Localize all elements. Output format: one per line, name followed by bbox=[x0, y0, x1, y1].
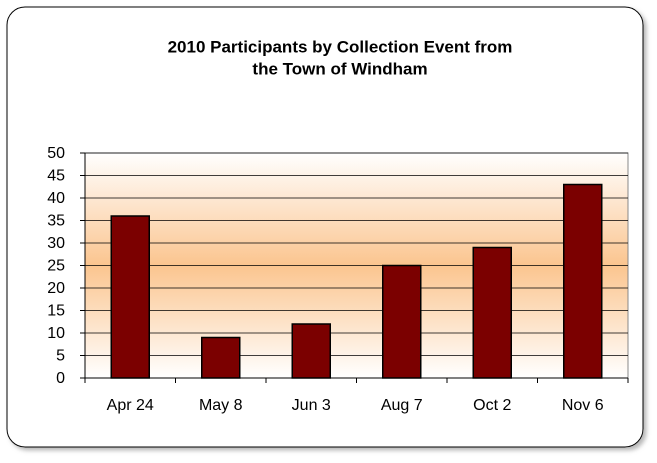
y-tick-label: 30 bbox=[47, 235, 65, 252]
x-tick-label: Apr 24 bbox=[107, 397, 154, 414]
bar bbox=[563, 183, 603, 379]
bar bbox=[291, 323, 331, 379]
x-tick-label: Oct 2 bbox=[473, 397, 511, 414]
y-tick-label: 5 bbox=[56, 348, 65, 365]
y-tick-label: 35 bbox=[47, 213, 65, 230]
y-tick-label: 25 bbox=[47, 258, 65, 275]
x-tick-label: Nov 6 bbox=[562, 397, 604, 414]
bar bbox=[382, 264, 422, 379]
x-tick-label: Aug 7 bbox=[381, 397, 423, 414]
y-tick-label: 0 bbox=[56, 370, 65, 387]
bar bbox=[201, 336, 241, 379]
bar bbox=[472, 246, 512, 379]
y-tick-label: 15 bbox=[47, 303, 65, 320]
y-tick-label: 50 bbox=[47, 145, 65, 162]
chart-title: 2010 Participants by Collection Event fr… bbox=[168, 37, 513, 56]
y-tick-label: 40 bbox=[47, 190, 65, 207]
y-tick-label: 45 bbox=[47, 168, 65, 185]
x-tick-label: Jun 3 bbox=[292, 397, 331, 414]
bar bbox=[110, 215, 150, 379]
y-tick-label: 10 bbox=[47, 325, 65, 342]
x-tick-label: May 8 bbox=[199, 397, 243, 414]
y-tick-label: 20 bbox=[47, 280, 65, 297]
chart-title: the Town of Windham bbox=[252, 59, 427, 78]
